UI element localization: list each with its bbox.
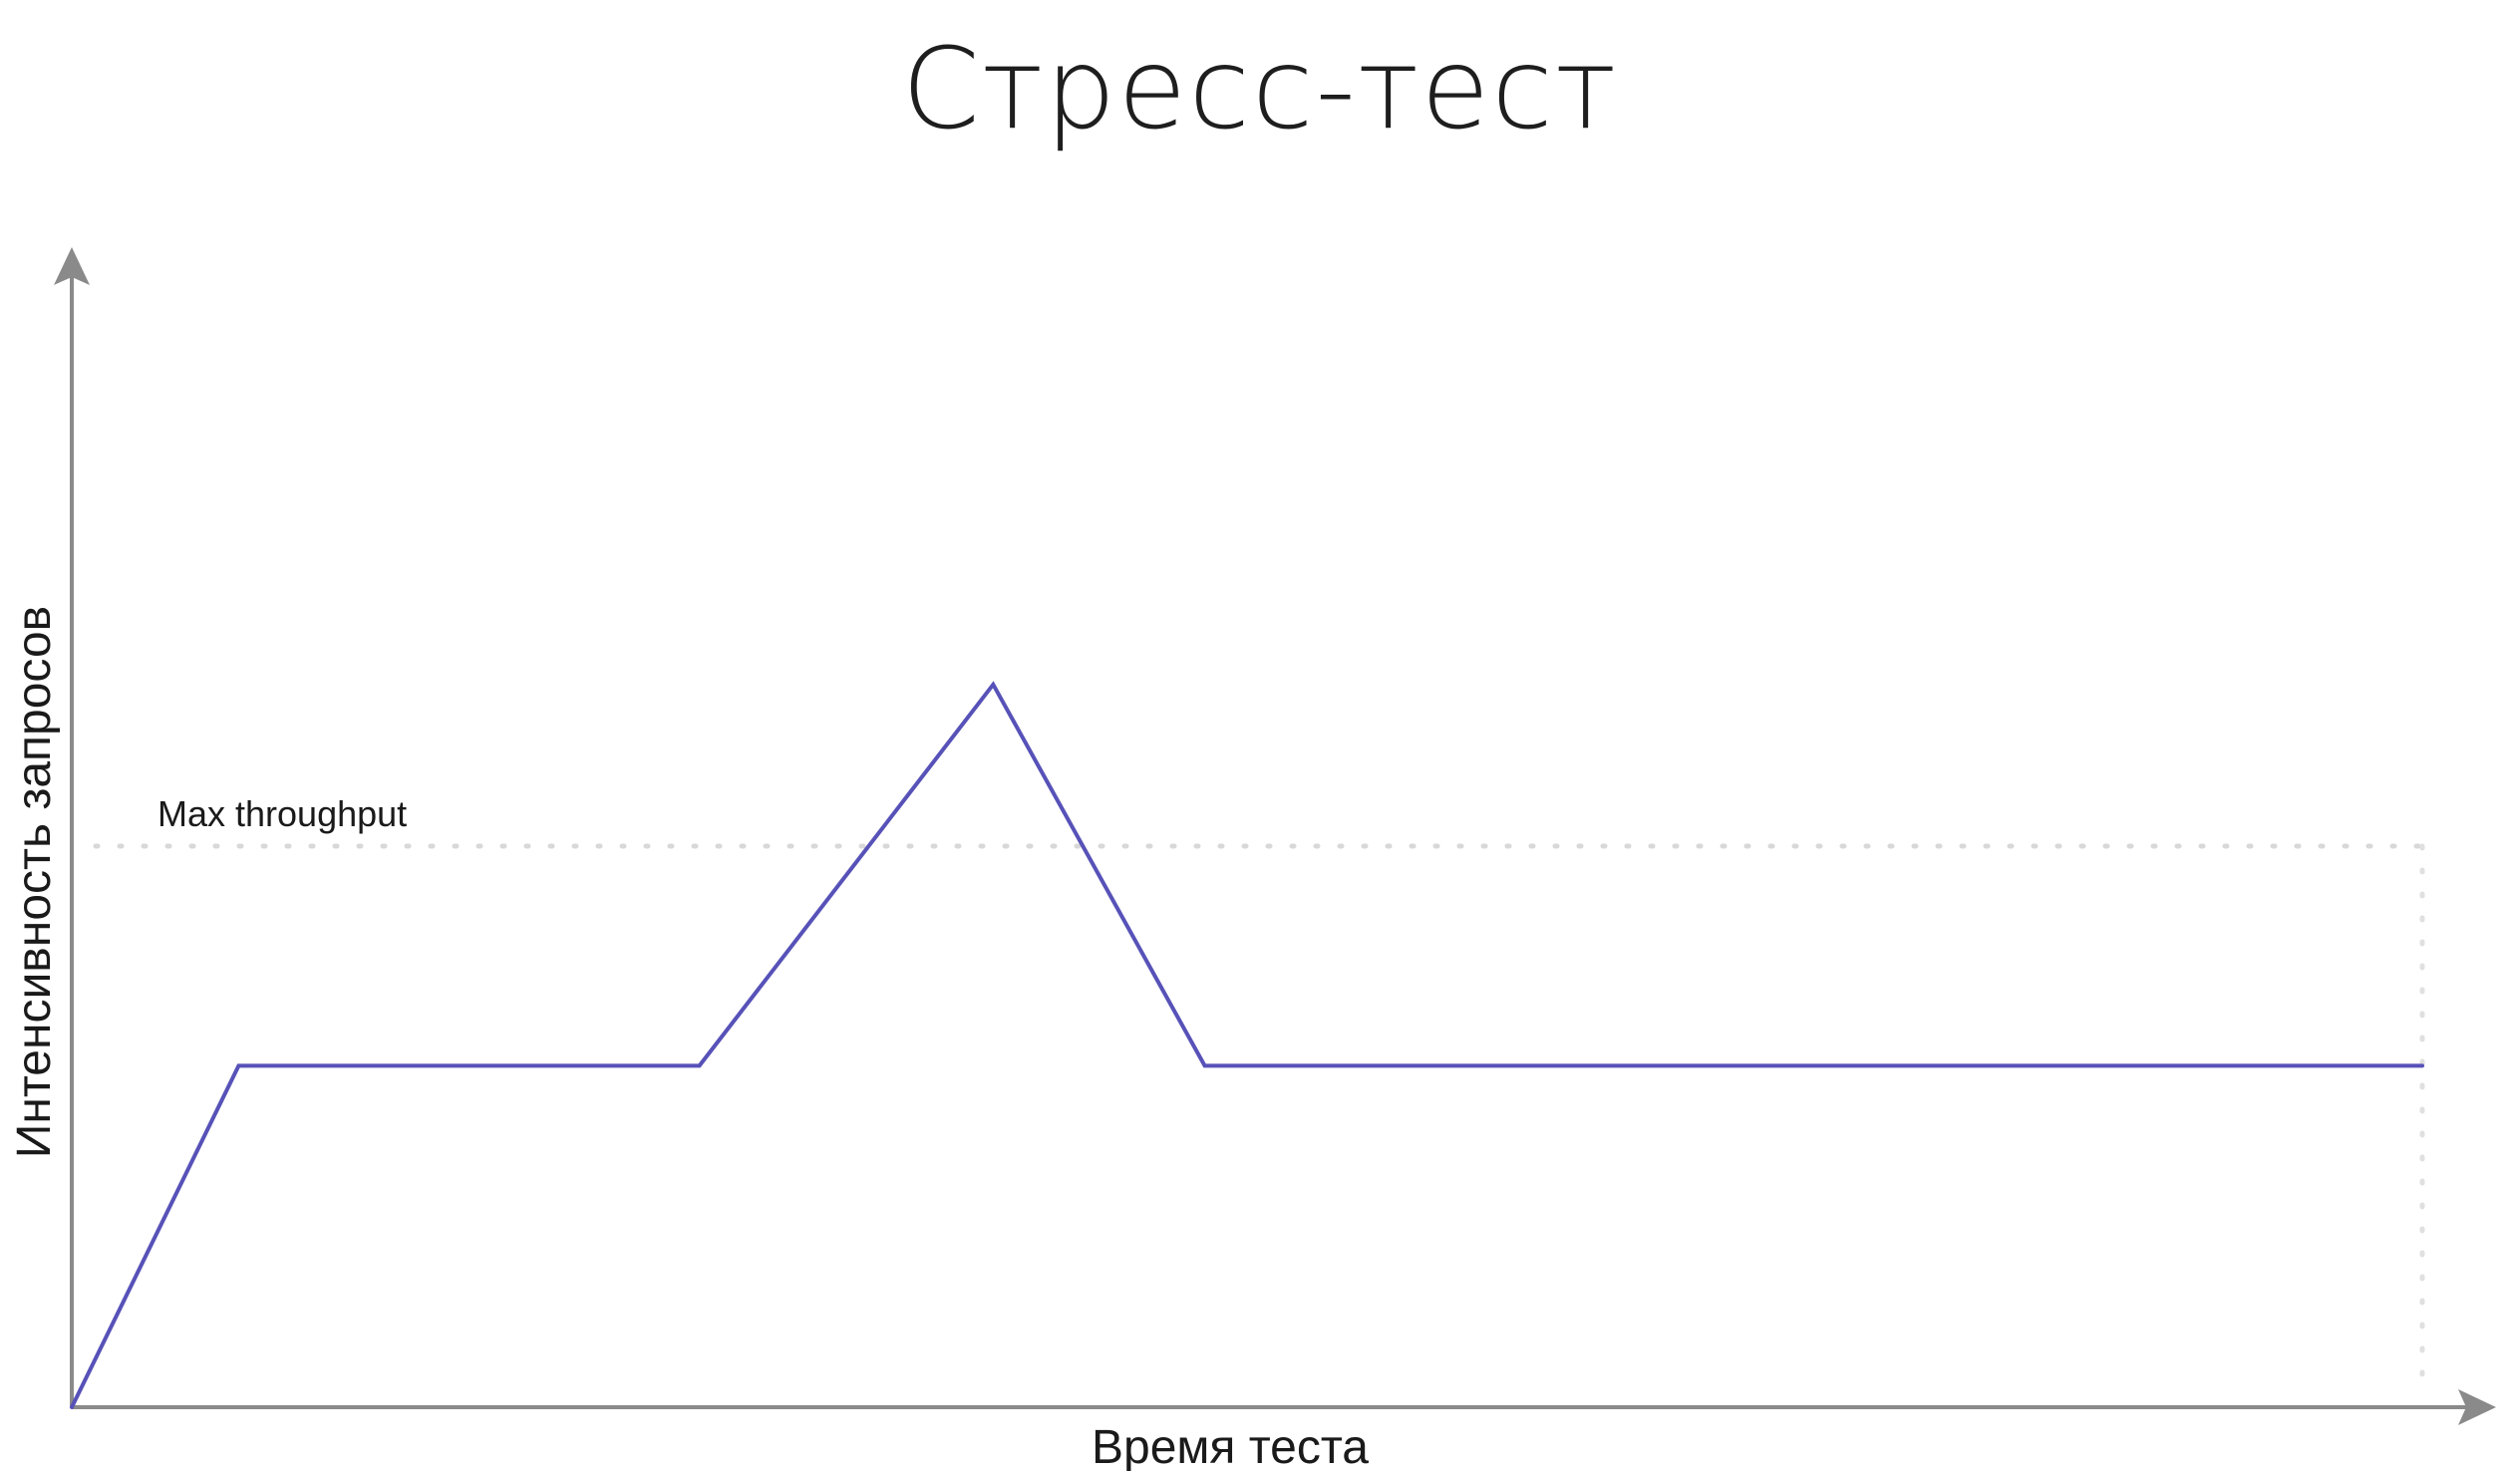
- series-layer: [70, 681, 2424, 1409]
- series-line: [70, 681, 2424, 1409]
- y-axis-arrow-icon: [54, 247, 90, 285]
- max-throughput-label: Max throughput: [158, 793, 407, 834]
- chart-title: Стресс-тест: [901, 25, 1619, 154]
- x-axis-label: Время теста: [1092, 1421, 1369, 1471]
- x-axis-arrow-icon: [2458, 1389, 2496, 1425]
- y-axis-label: Интенсивность запросов: [8, 606, 61, 1158]
